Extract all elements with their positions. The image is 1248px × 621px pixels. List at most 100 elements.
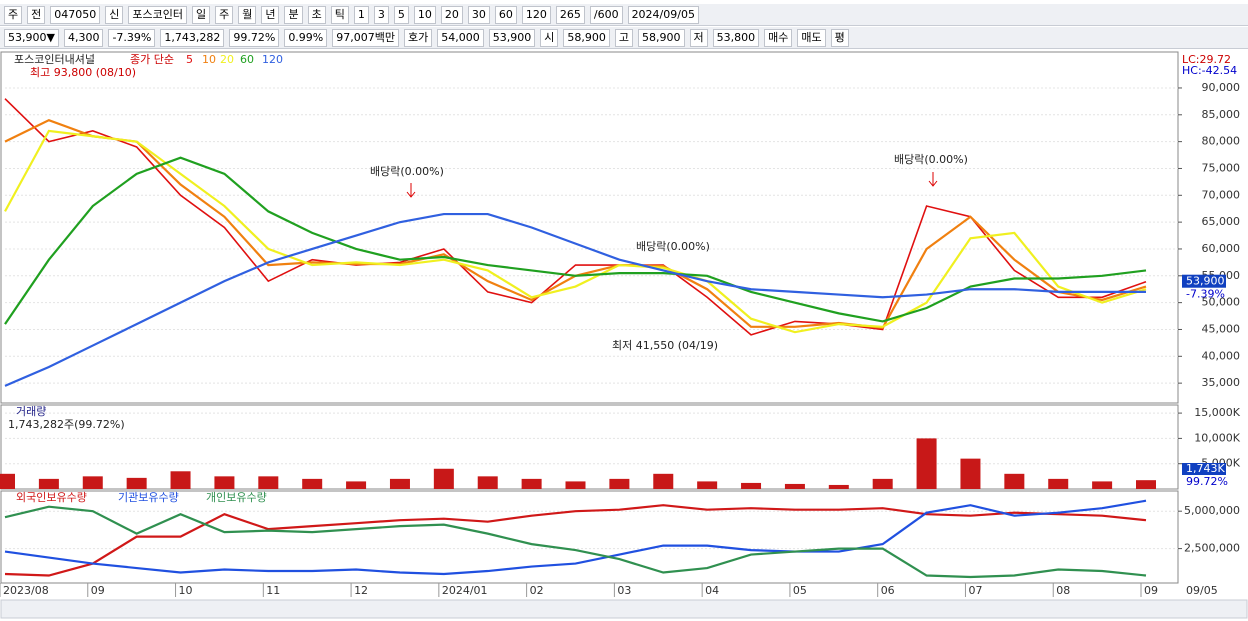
toolbar-item[interactable]: 매도 <box>797 28 826 47</box>
volume-bar <box>1048 478 1069 489</box>
toolbar-item[interactable]: /600 <box>589 5 623 24</box>
volume-bar <box>38 478 59 489</box>
volume-bar <box>433 468 454 489</box>
volume-bar <box>477 476 498 489</box>
ma-line <box>4 129 1147 334</box>
volume-bar <box>784 483 805 489</box>
y-tick-label: 85,000 <box>1202 108 1241 121</box>
toolbar-item[interactable]: 포스코인터 <box>128 5 187 24</box>
price-tag-label: 53,900 <box>1186 275 1225 288</box>
x-tick-label: 09 <box>1144 584 1158 597</box>
toolbar-item[interactable]: 53,900 <box>488 28 536 47</box>
toolbar-item[interactable]: 1 <box>353 5 369 24</box>
volume-bar <box>609 478 630 489</box>
x-tick-label: 02 <box>530 584 544 597</box>
toolbar-item[interactable]: 30 <box>467 5 490 24</box>
event-arrow <box>406 183 416 198</box>
change-label: -7.39% <box>1186 288 1225 301</box>
volume-bar <box>741 482 762 489</box>
toolbar-item[interactable]: 호가 <box>404 28 433 47</box>
holding-line <box>4 504 1147 577</box>
toolbar-item[interactable]: -7.39% <box>108 28 156 47</box>
legend-entry: 5 <box>186 53 193 66</box>
legend-entry: 120 <box>262 53 283 66</box>
toolbar-item[interactable]: 틱 <box>330 5 349 24</box>
y-tick-label: 35,000 <box>1202 376 1241 389</box>
toolbar-item[interactable]: 주 <box>215 5 234 24</box>
toolbar-item[interactable]: 54,000 <box>437 28 484 47</box>
panel <box>0 404 1179 490</box>
volume-bar <box>0 473 15 489</box>
toolbar-item[interactable]: 저 <box>689 28 708 47</box>
toolbar-item[interactable]: 매수 <box>764 28 793 47</box>
y-tick-label: 90,000 <box>1202 81 1241 94</box>
toolbar-item[interactable]: 1,743,282 <box>160 28 225 47</box>
toolbar-item[interactable]: 265 <box>555 5 585 24</box>
y-tick-label: 70,000 <box>1202 188 1241 201</box>
volume-bar <box>872 478 893 489</box>
volume-bar <box>653 473 674 489</box>
volume-bar <box>1092 481 1113 489</box>
toolbar-item[interactable]: 분 <box>284 5 303 24</box>
quote-bar: 53,900▼ 4,300 -7.39% 1,743,282 99.72% 0.99% 97… <box>0 27 1248 49</box>
toolbar-item[interactable]: 고 <box>614 28 633 47</box>
x-tick-label: 2024/01 <box>442 584 488 597</box>
toolbar-item[interactable]: 0.99% <box>284 28 328 47</box>
holding-line <box>4 499 1147 576</box>
toolbar-item[interactable]: 58,900 <box>638 28 685 47</box>
volume-bar <box>258 476 279 489</box>
toolbar-item[interactable]: 10 <box>413 5 436 24</box>
toolbar-item[interactable]: 3 <box>373 5 389 24</box>
x-tick-label: 08 <box>1056 584 1070 597</box>
legend-entry: 개인보유수량 <box>206 491 267 504</box>
scrollbar <box>0 599 1248 619</box>
toolbar-item[interactable]: 일 <box>191 5 211 24</box>
y-tick-label: 60,000 <box>1202 242 1241 255</box>
toolbar-item[interactable]: 60 <box>494 5 517 24</box>
toolbar-item[interactable]: 년 <box>261 5 280 24</box>
ma-line <box>4 156 1147 325</box>
toolbar-item[interactable]: 20 <box>440 5 463 24</box>
toolbar-item[interactable]: 58,900 <box>563 28 610 47</box>
volume-bar <box>697 481 718 489</box>
toolbar-item[interactable]: 시 <box>540 28 559 47</box>
volume-bar <box>1004 473 1025 489</box>
volume-ratio: 99.72% <box>1186 475 1228 488</box>
price-tag <box>1182 274 1226 288</box>
toolbar-item[interactable]: 5 <box>393 5 409 24</box>
y-tick-label: 75,000 <box>1202 161 1241 174</box>
toolbar-item[interactable]: 월 <box>238 5 257 24</box>
toolbar-item[interactable]: 평 <box>830 28 849 47</box>
panel <box>0 490 1179 584</box>
volume-bar <box>170 471 191 489</box>
x-tick-label: 05 <box>793 584 807 597</box>
y-tick-label: 2,500,000 <box>1184 542 1240 555</box>
x-tick-label: 09 <box>91 584 105 597</box>
toolbar-item[interactable]: 4,300 <box>63 28 104 47</box>
x-tick-label: 2023/08 <box>3 584 49 597</box>
volume-bar <box>389 478 410 489</box>
toolbar-item[interactable]: 2024/09/05 <box>627 5 699 24</box>
toolbar-item[interactable]: 120 <box>521 5 551 24</box>
toolbar-item[interactable]: 53,900▼ <box>4 28 59 47</box>
legend-entry: 60 <box>240 53 254 66</box>
y-tick-label: 45,000 <box>1202 322 1241 335</box>
toolbar-item[interactable]: 53,800 <box>712 28 760 47</box>
annotation: 배당락(0.00%) <box>894 153 968 166</box>
x-tick-label: 10 <box>179 584 193 597</box>
legend-entry: 기관보유수량 <box>118 491 179 504</box>
x-tick-label: 06 <box>881 584 895 597</box>
toolbar-item[interactable]: 047050 <box>50 5 101 24</box>
x-tick-label: 04 <box>705 584 719 597</box>
annotation: LC:29.72 <box>1182 53 1231 66</box>
chart-title: 포스코인터내셔널 <box>14 53 95 66</box>
toolbar-item[interactable]: 초 <box>307 5 326 24</box>
toolbar-item[interactable]: 97,007백만 <box>332 28 399 47</box>
y-tick-label: 15,000K <box>1194 406 1240 419</box>
toolbar-item[interactable]: 전 <box>27 5 46 24</box>
annotation: 배당락(0.00%) <box>636 240 710 253</box>
toolbar-item[interactable]: 99.72% <box>229 28 280 47</box>
toolbar-item[interactable]: 신 <box>105 5 124 24</box>
toolbar-item[interactable]: 주 <box>4 5 23 24</box>
